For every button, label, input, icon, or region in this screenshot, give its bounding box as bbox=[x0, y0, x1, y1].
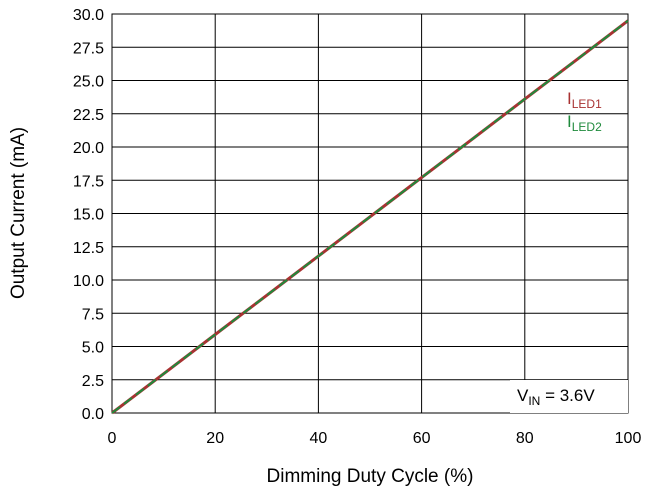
y-tick-label: 22.5 bbox=[73, 107, 104, 124]
legend-entry-iled2: ILED2 bbox=[567, 112, 602, 134]
x-tick-label: 0 bbox=[108, 430, 117, 447]
y-tick-label: 2.5 bbox=[82, 373, 104, 390]
vin-main: V bbox=[517, 386, 529, 405]
y-tick-label: 7.5 bbox=[82, 306, 104, 323]
y-axis-label: Output Current (mA) bbox=[8, 127, 29, 299]
y-tick-label: 0.0 bbox=[82, 406, 104, 423]
x-tick-label: 80 bbox=[516, 430, 534, 447]
y-tick-label: 17.5 bbox=[73, 173, 104, 190]
y-tick-labels: 0.0 2.5 5.0 7.5 10.0 12.5 15.0 17.5 20.0 22.5 25.0… bbox=[73, 7, 104, 423]
x-tick-label: 20 bbox=[206, 430, 224, 447]
y-tick-label: 10.0 bbox=[73, 273, 104, 290]
x-tick-labels: 0 20 40 60 80 100 bbox=[108, 430, 642, 447]
legend-iled2-main: I bbox=[567, 112, 572, 131]
y-tick-label: 20.0 bbox=[73, 140, 104, 157]
annotation-box bbox=[510, 380, 628, 413]
y-tick-label: 27.5 bbox=[73, 40, 104, 57]
y-tick-label: 12.5 bbox=[73, 240, 104, 257]
legend-iled1-sub: LED1 bbox=[572, 97, 602, 111]
vin-value: = 3.6V bbox=[540, 386, 595, 405]
legend-iled2-sub: LED2 bbox=[572, 120, 602, 134]
legend-iled1-main: I bbox=[567, 89, 572, 108]
y-tick-label: 15.0 bbox=[73, 207, 104, 224]
x-axis-label: Dimming Duty Cycle (%) bbox=[267, 466, 474, 487]
x-tick-label: 100 bbox=[615, 430, 642, 447]
y-tick-label: 25.0 bbox=[73, 74, 104, 91]
vin-sub: IN bbox=[528, 394, 540, 408]
y-tick-label: 30.0 bbox=[73, 7, 104, 24]
y-tick-label: 5.0 bbox=[82, 340, 104, 357]
series-lines bbox=[111, 19, 629, 415]
series-line-led2 bbox=[111, 19, 629, 414]
vin-annotation: VIN = 3.6V bbox=[517, 386, 595, 408]
legend-entry-iled1: ILED1 bbox=[567, 89, 602, 111]
x-tick-label: 40 bbox=[310, 430, 328, 447]
x-tick-label: 60 bbox=[413, 430, 431, 447]
